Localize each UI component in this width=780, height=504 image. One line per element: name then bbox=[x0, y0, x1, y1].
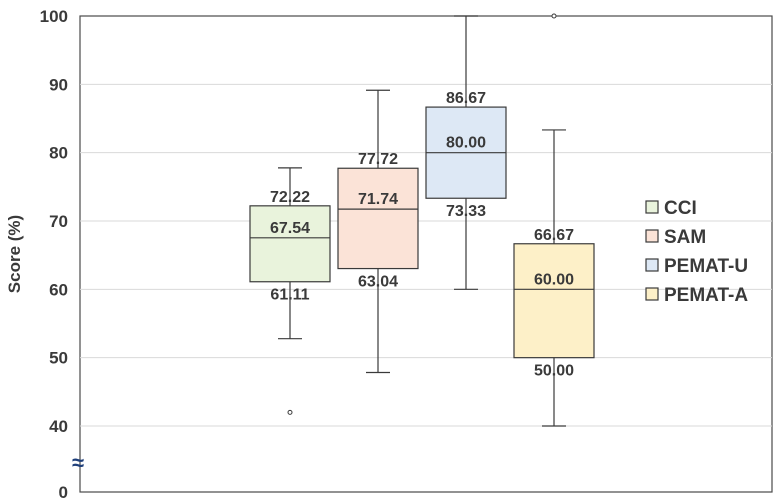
y-tick-label: 70 bbox=[49, 212, 68, 231]
legend-swatch bbox=[645, 258, 659, 272]
legend: CCI SAM PEMAT-U PEMAT-A bbox=[645, 198, 748, 306]
y-tick-label: 80 bbox=[49, 144, 68, 163]
q1-label: 63.04 bbox=[358, 274, 398, 291]
median-label: 80.00 bbox=[446, 135, 486, 152]
plot-area bbox=[79, 15, 773, 493]
axis-break-symbol: ≈ bbox=[72, 450, 84, 475]
box-iqr bbox=[337, 167, 419, 270]
box-iqr bbox=[249, 205, 331, 283]
y-tick-label: 0 bbox=[59, 483, 68, 502]
y-tick-label: 90 bbox=[49, 75, 68, 94]
median-label: 67.54 bbox=[270, 220, 310, 237]
q3-label: 86.67 bbox=[446, 90, 486, 107]
box-cci: 72.22 67.54 61.11 bbox=[249, 167, 331, 415]
y-tick-label: 100 bbox=[40, 7, 68, 26]
y-axis-title: Score (%) bbox=[5, 215, 24, 293]
q1-label: 50.00 bbox=[534, 363, 574, 380]
y-tick-label: 50 bbox=[49, 349, 68, 368]
boxes: 72.22 67.54 61.11 77.72 71.74 63.04 86.67 80.00… bbox=[249, 13, 595, 427]
q1-label: 61.11 bbox=[270, 287, 309, 304]
median-label: 71.74 bbox=[358, 191, 398, 208]
outlier-point bbox=[287, 409, 293, 415]
legend-swatch bbox=[645, 200, 659, 214]
y-tick-label: 60 bbox=[49, 280, 68, 299]
q1-label: 73.33 bbox=[446, 203, 486, 220]
legend-swatch bbox=[645, 229, 659, 243]
median-label: 60.00 bbox=[534, 271, 574, 288]
q3-label: 66.67 bbox=[534, 227, 574, 244]
box-pemat-u: 86.67 80.00 73.33 bbox=[425, 15, 507, 290]
q3-label: 72.22 bbox=[270, 189, 310, 206]
legend-label: PEMAT-A bbox=[664, 285, 748, 306]
legend-label: CCI bbox=[664, 198, 697, 219]
q3-label: 77.72 bbox=[358, 151, 398, 168]
legend-label: PEMAT-U bbox=[664, 256, 748, 277]
box-sam: 77.72 71.74 63.04 bbox=[337, 89, 419, 374]
y-axis-ticks: 0 40 50 60 70 80 90 100 bbox=[40, 7, 68, 502]
box-iqr bbox=[513, 243, 595, 359]
outlier-point bbox=[551, 13, 557, 19]
box-pemat-a: 66.67 60.00 50.00 bbox=[513, 13, 595, 427]
legend-swatch bbox=[645, 287, 659, 301]
y-tick-label: 40 bbox=[49, 417, 68, 436]
legend-label: SAM bbox=[664, 227, 706, 248]
